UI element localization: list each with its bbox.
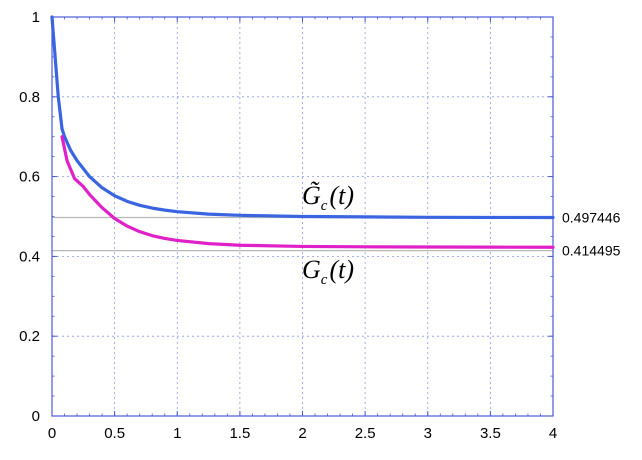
grid [52,17,553,416]
y-tick-label: 0.4 [19,248,40,265]
y-tick-label: 1 [32,9,40,26]
x-tick-labels: 0 0.5 1 1.5 2 2.5 3 3.5 4 [48,425,557,442]
x-tick-label: 2 [298,425,306,442]
curve-labels: G̃c(t)Gc(t) [302,181,354,288]
curve-label-main: G [302,255,321,284]
y-tick-label: 0.6 [19,169,40,186]
curve-label-argument: (t) [329,181,354,210]
x-tick-label: 4 [549,425,557,442]
y-tick-labels: 0 0.2 0.4 0.6 0.8 1 [19,9,40,425]
x-tick-label: 3 [424,425,432,442]
series-group [50,15,555,249]
series-line-gc [60,135,555,249]
curve-label-gc_tilde: G̃c(t) [302,181,354,214]
y-tick-label: 0.8 [19,89,40,106]
curve-label-subscript: c [321,198,328,214]
curve-label-argument: (t) [329,255,354,284]
x-tick-label: 1.5 [229,425,250,442]
x-tick-label: 0 [48,425,56,442]
asymptote-value-labels: 0.497446 0.414495 [562,210,621,259]
curve-label-gc: Gc(t) [302,255,354,288]
y-tick-label: 0.2 [19,328,40,345]
asymptote-label-gc_tilde: 0.497446 [562,210,621,226]
curve-label-main: G̃ [302,181,321,210]
asymptote-label-gc: 0.414495 [562,243,621,259]
x-tick-label: 2.5 [355,425,376,442]
curve-label-subscript: c [321,272,328,288]
y-tick-label: 0 [32,408,40,425]
x-tick-label: 0.5 [104,425,125,442]
tick-marks [51,16,554,417]
series-line-gc_tilde [50,15,555,220]
x-tick-label: 3.5 [480,425,501,442]
x-tick-label: 1 [173,425,181,442]
